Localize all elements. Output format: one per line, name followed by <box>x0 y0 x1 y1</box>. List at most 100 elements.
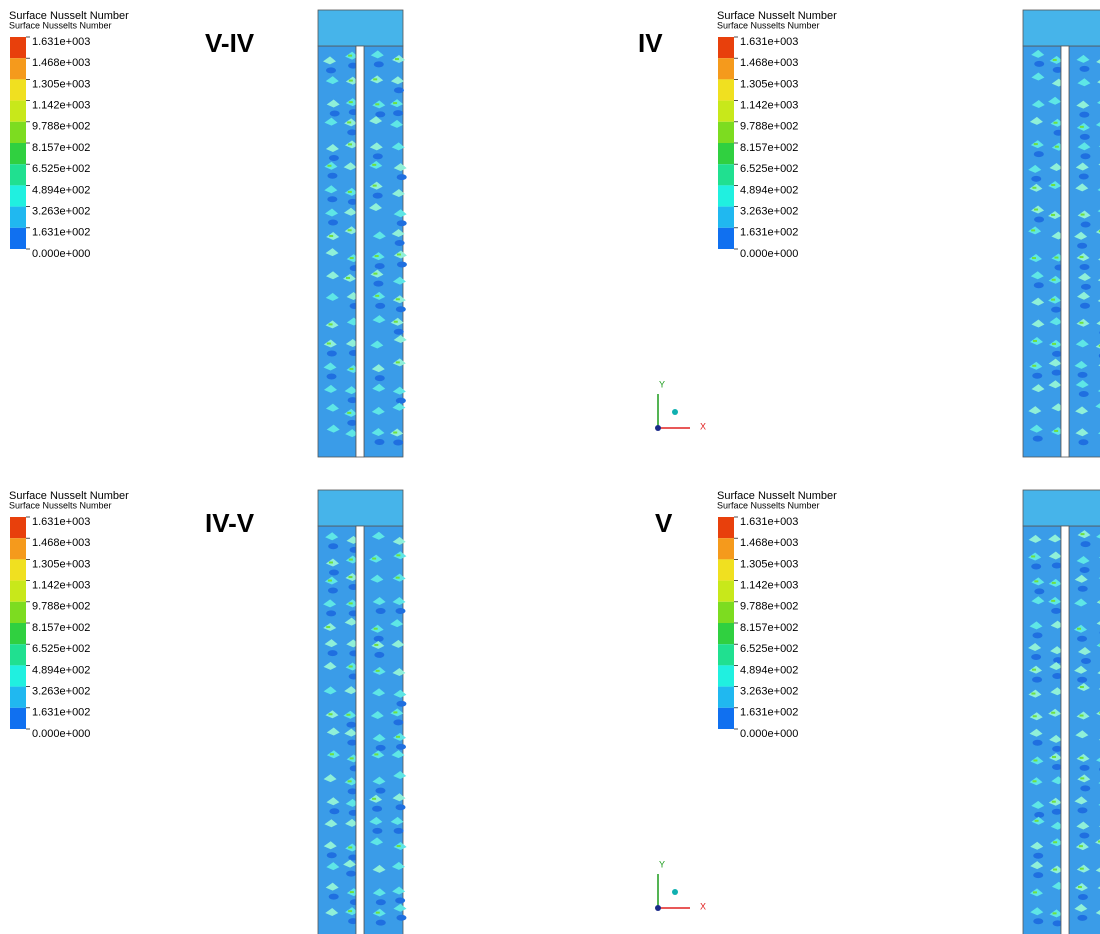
contour-feature <box>1051 184 1056 187</box>
color-band <box>718 665 734 687</box>
legend-level: 1.142e+003 <box>32 580 90 592</box>
contour-feature <box>326 373 337 380</box>
contour-feature <box>1077 807 1088 814</box>
color-band <box>718 623 734 645</box>
contour-feature <box>1098 840 1100 843</box>
contour-feature <box>346 713 351 716</box>
contour-feature <box>328 561 333 564</box>
legend-level: 1.305e+003 <box>740 78 798 90</box>
contour-feature <box>326 626 331 629</box>
contour-feature <box>328 569 339 576</box>
contour-feature <box>396 174 407 181</box>
contour-feature <box>1030 271 1044 280</box>
contour-feature <box>1051 213 1056 216</box>
contour-feature <box>349 257 354 260</box>
color-band <box>718 538 734 560</box>
contour-feature <box>375 911 380 914</box>
legend-title: Surface Nusselt Number <box>9 10 129 22</box>
contour-feature <box>347 129 358 136</box>
legend-level: 1.468e+003 <box>32 537 90 549</box>
legend-level: 8.157e+002 <box>32 622 90 634</box>
legend-level: 1.631e+003 <box>32 516 90 528</box>
color-band <box>10 644 26 666</box>
contour-feature <box>393 711 398 714</box>
contour-feature <box>1077 585 1088 592</box>
contour-feature <box>1049 734 1063 743</box>
contour-feature <box>323 384 337 393</box>
contour-strip <box>363 45 404 458</box>
color-band <box>718 185 734 207</box>
legend-level: 6.525e+002 <box>740 163 798 175</box>
contour-feature <box>1076 54 1090 63</box>
contour-feature <box>390 119 404 128</box>
panel-label: V <box>655 508 673 538</box>
legend-level: 4.894e+002 <box>740 184 798 196</box>
contour-feature <box>1033 143 1038 146</box>
contour-feature <box>372 184 377 187</box>
contour-feature <box>1076 100 1090 109</box>
legend-level: 1.142e+003 <box>32 100 90 112</box>
legend-level: 1.142e+003 <box>740 580 798 592</box>
contour-feature <box>393 689 407 698</box>
legend-level: 3.263e+002 <box>740 206 798 218</box>
legend-title: Surface Nusselt Number <box>717 490 837 502</box>
contour-feature <box>325 907 339 916</box>
legend-subtitle: Surface Nusselts Number <box>717 500 820 510</box>
contour-feature <box>328 219 339 226</box>
contour-plot <box>1022 9 1100 458</box>
contour-feature <box>1051 599 1056 602</box>
contour-feature <box>1077 242 1088 249</box>
legend-title: Surface Nusselt Number <box>9 490 129 502</box>
color-band <box>10 185 26 207</box>
contour-feature <box>1095 403 1100 409</box>
contour-feature <box>1052 342 1057 345</box>
contour-feature <box>372 163 377 166</box>
contour-feature <box>373 627 378 630</box>
contour-feature <box>372 557 377 560</box>
contour-feature <box>371 364 385 373</box>
contour-feature <box>373 272 378 275</box>
contour-feature <box>1080 541 1091 548</box>
contour-feature <box>348 602 353 605</box>
contour-feature <box>1048 96 1062 105</box>
contour-feature <box>347 780 352 783</box>
legend-level: 1.631e+002 <box>740 227 798 239</box>
contour-feature <box>328 893 339 900</box>
contour-feature <box>1030 841 1044 850</box>
legend-subtitle: Surface Nusselts Number <box>717 20 820 30</box>
contour-feature <box>1032 668 1037 671</box>
contour-feature <box>325 532 339 541</box>
contour-feature <box>1050 821 1064 830</box>
contour-feature <box>324 639 338 648</box>
legend-level: 0.000e+000 <box>740 728 798 740</box>
contour-feature <box>371 406 385 415</box>
contour-feature <box>1031 72 1045 81</box>
contour-feature <box>1034 208 1039 211</box>
contour-feature <box>329 753 334 756</box>
contour-feature <box>1034 580 1039 583</box>
contour-feature <box>1054 429 1059 432</box>
contour-feature <box>326 610 337 617</box>
contour-feature <box>1077 893 1088 900</box>
contour-feature <box>1096 320 1100 326</box>
contour-feature <box>1051 711 1056 714</box>
contour-feature <box>1079 133 1090 140</box>
contour-feature <box>375 294 380 297</box>
contour-feature <box>1079 756 1084 759</box>
color-band <box>10 707 26 729</box>
contour-feature <box>375 669 380 672</box>
contour-feature <box>1080 213 1085 216</box>
contour-feature <box>373 61 384 68</box>
contour-feature <box>1032 891 1037 894</box>
contour-feature <box>1051 607 1062 614</box>
contour-feature <box>323 774 337 783</box>
contour-feature <box>371 531 385 540</box>
contour-feature <box>1032 257 1037 260</box>
contour-feature <box>396 253 401 256</box>
contour-feature <box>348 143 353 146</box>
contour-feature <box>1049 317 1063 326</box>
contour-feature <box>373 280 384 287</box>
color-band <box>10 517 26 539</box>
